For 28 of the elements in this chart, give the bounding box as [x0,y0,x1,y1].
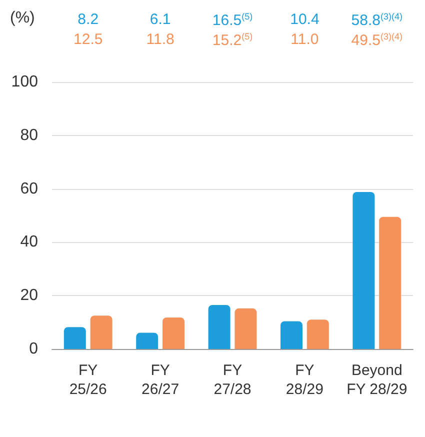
bar [136,332,158,349]
bar [379,216,402,349]
y-tick-label: 20 [20,287,38,304]
x-tick-label: FY 27/28 [214,362,252,398]
bar [208,304,230,349]
y-tick-label: 100 [11,74,38,90]
data-label: 11.0 [290,31,319,48]
x-tick-label: FY 26/27 [142,362,180,398]
y-axis-title: (%) [10,10,35,26]
bar [90,316,112,349]
x-tick-label: FY 25/26 [69,362,107,398]
y-tick-label: 0 [29,340,38,358]
bar [352,192,375,349]
bar [234,308,257,349]
y-tick-label: 40 [20,234,38,251]
bar [280,321,302,349]
y-tick-label: 60 [20,180,38,198]
data-label: 11.8 [146,31,174,48]
data-label: 6.1 [150,11,171,28]
bar [306,320,329,349]
x-tick-label: Beyond FY 28/29 [346,362,408,398]
x-tick-label: FY 28/29 [286,362,324,398]
y-tick-label: 80 [20,126,38,144]
data-label: 10.4 [290,11,320,28]
bar [162,317,184,349]
data-label: 8.2 [78,11,99,28]
bar [64,327,86,349]
data-label: 12.5 [74,31,103,48]
